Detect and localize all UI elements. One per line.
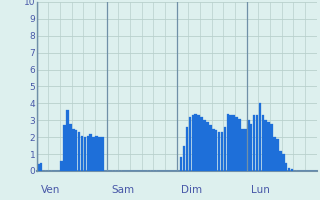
Bar [203,120,206,171]
Bar [291,169,293,171]
Bar [279,151,282,171]
Bar [250,124,252,171]
Bar [212,129,215,171]
Bar [192,115,194,171]
Bar [282,154,284,171]
Bar [195,114,197,171]
Bar [92,137,95,171]
Bar [86,136,89,171]
Bar [69,124,72,171]
Bar [232,115,235,171]
Text: Sam: Sam [111,185,134,195]
Bar [98,137,101,171]
Bar [95,136,98,171]
Bar [101,137,104,171]
Bar [261,115,264,171]
Bar [270,124,273,171]
Bar [273,137,276,171]
Bar [60,161,63,171]
Bar [40,163,43,171]
Bar [188,117,191,171]
Bar [276,139,279,171]
Bar [224,127,226,171]
Bar [241,129,244,171]
Text: Ven: Ven [41,185,60,195]
Bar [84,137,86,171]
Bar [75,130,77,171]
Bar [244,129,247,171]
Bar [63,125,66,171]
Bar [227,114,229,171]
Text: Lun: Lun [251,185,270,195]
Bar [221,132,223,171]
Text: Dim: Dim [181,185,202,195]
Bar [264,120,267,171]
Bar [72,129,75,171]
Bar [253,115,255,171]
Bar [180,157,182,171]
Bar [259,103,261,171]
Bar [235,117,238,171]
Bar [90,134,92,171]
Bar [81,136,83,171]
Bar [256,115,258,171]
Bar [37,164,40,171]
Bar [183,146,185,171]
Bar [206,122,209,171]
Bar [66,110,69,171]
Bar [229,115,232,171]
Bar [78,132,80,171]
Bar [268,122,270,171]
Bar [238,119,241,171]
Bar [186,127,188,171]
Bar [288,168,291,171]
Bar [218,132,220,171]
Bar [200,117,203,171]
Bar [209,125,212,171]
Bar [215,130,218,171]
Bar [197,115,200,171]
Bar [247,120,250,171]
Bar [285,163,287,171]
